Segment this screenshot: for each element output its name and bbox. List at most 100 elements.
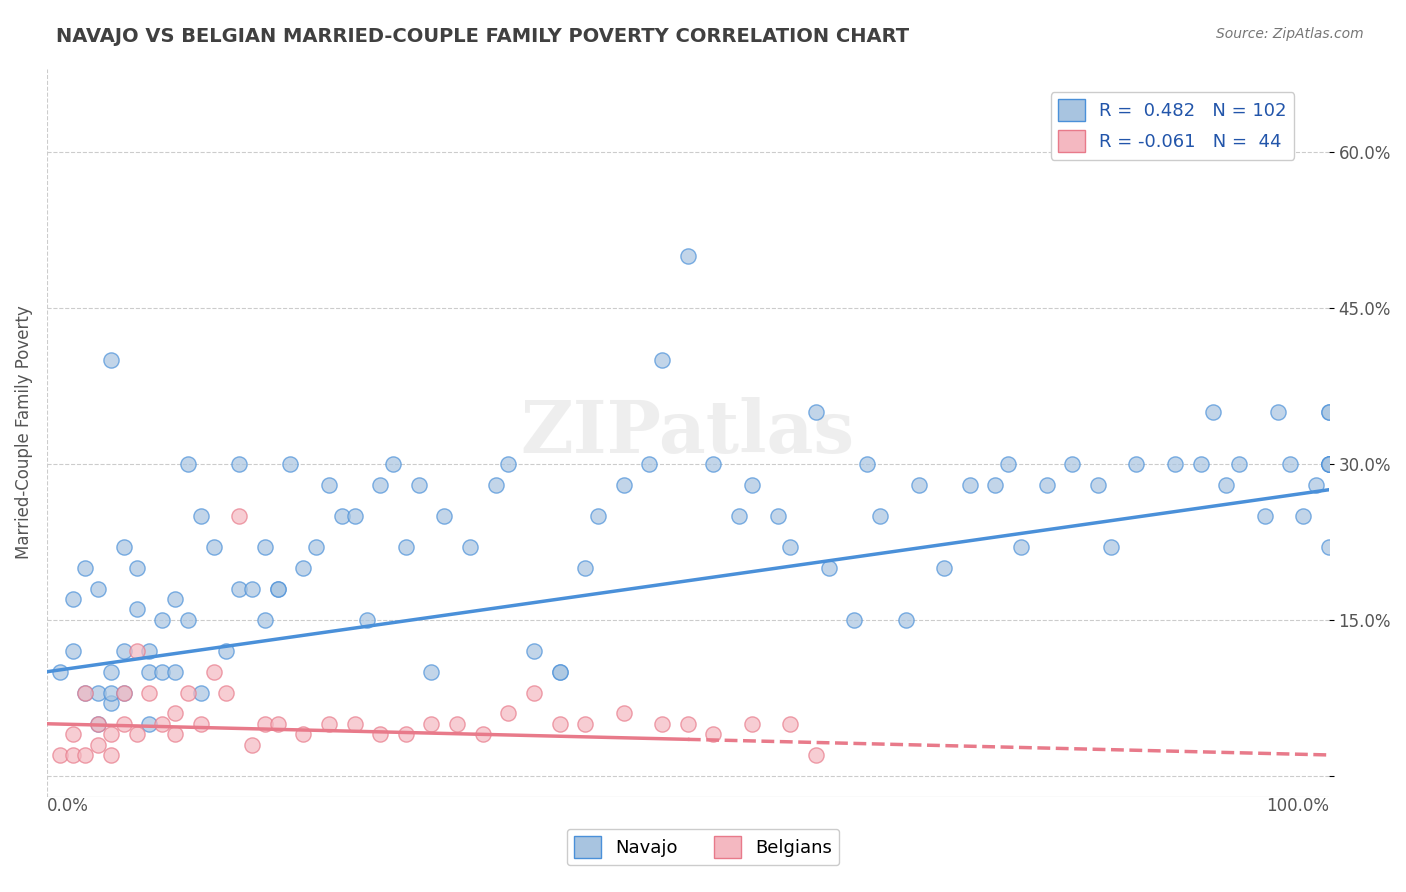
Point (1137, 145, 1160, 159)
Point (62, 591, 84, 606)
Point (907, 477, 929, 491)
Point (420, 665, 443, 679)
Point (997, 457, 1019, 471)
Point (100, 696, 122, 710)
Point (112, 644, 135, 658)
Point (87, 685, 110, 699)
Point (613, 477, 636, 491)
Point (471, 727, 494, 741)
Point (1317, 540, 1340, 554)
Point (498, 706, 520, 721)
Point (48, 665, 70, 679)
Point (766, 508, 789, 523)
Point (112, 685, 135, 699)
Point (574, 716, 596, 731)
Point (1227, 457, 1250, 471)
Point (433, 508, 456, 523)
Point (676, 249, 699, 263)
Point (382, 457, 405, 471)
Point (112, 716, 135, 731)
Point (253, 613, 276, 627)
Point (215, 644, 238, 658)
Point (869, 508, 891, 523)
Text: 100.0%: 100.0% (1265, 797, 1329, 814)
Point (125, 727, 148, 741)
Point (1164, 457, 1187, 471)
Point (420, 716, 443, 731)
Point (138, 665, 160, 679)
Point (125, 602, 148, 616)
Point (305, 540, 328, 554)
Point (48, 747, 70, 762)
Point (165, 727, 187, 741)
Point (330, 508, 353, 523)
Point (292, 727, 315, 741)
Point (1125, 457, 1147, 471)
Point (138, 685, 160, 699)
Point (613, 706, 636, 721)
Point (75, 747, 97, 762)
Point (368, 477, 391, 491)
Point (638, 457, 661, 471)
Point (177, 457, 200, 471)
Point (548, 665, 571, 679)
Point (395, 540, 418, 554)
Point (1189, 457, 1212, 471)
Point (75, 685, 97, 699)
Point (100, 665, 122, 679)
Point (190, 508, 212, 523)
Point (844, 613, 866, 627)
Point (75, 685, 97, 699)
Point (1253, 508, 1275, 523)
Point (177, 685, 200, 699)
Point (676, 716, 699, 731)
Point (100, 747, 122, 762)
Point (1317, 457, 1340, 471)
Point (651, 716, 673, 731)
Point (1035, 477, 1057, 491)
Point (651, 352, 673, 367)
Point (548, 665, 571, 679)
Point (984, 477, 1007, 491)
Text: ZIPatlas: ZIPatlas (520, 397, 855, 468)
Point (112, 685, 135, 699)
Legend: Navajo, Belgians: Navajo, Belgians (567, 829, 839, 865)
Point (240, 582, 263, 596)
Text: NAVAJO VS BELGIAN MARRIED-COUPLE FAMILY POVERTY CORRELATION CHART: NAVAJO VS BELGIAN MARRIED-COUPLE FAMILY … (56, 27, 910, 45)
Point (112, 540, 135, 554)
Point (62, 747, 84, 762)
Point (548, 716, 571, 731)
Point (87, 738, 110, 752)
Point (1292, 508, 1315, 523)
Point (177, 613, 200, 627)
Point (728, 508, 751, 523)
Point (253, 716, 276, 731)
Point (202, 540, 225, 554)
Point (586, 508, 609, 523)
Point (574, 560, 596, 574)
Point (100, 727, 122, 741)
Point (266, 582, 288, 596)
Point (1305, 477, 1327, 491)
Point (100, 352, 122, 367)
Point (523, 685, 546, 699)
Point (498, 457, 520, 471)
Point (150, 716, 173, 731)
Point (165, 706, 187, 721)
Point (1279, 457, 1302, 471)
Point (165, 665, 187, 679)
Point (190, 716, 212, 731)
Point (240, 738, 263, 752)
Point (1317, 457, 1340, 471)
Point (266, 716, 288, 731)
Point (318, 477, 340, 491)
Point (1317, 457, 1340, 471)
Point (190, 685, 212, 699)
Point (408, 477, 430, 491)
Point (318, 716, 340, 731)
Point (1010, 540, 1032, 554)
Point (395, 727, 418, 741)
Legend: R =  0.482   N = 102, R = -0.061   N =  44: R = 0.482 N = 102, R = -0.061 N = 44 (1050, 92, 1294, 160)
Point (343, 716, 366, 731)
Text: 0.0%: 0.0% (46, 797, 89, 814)
